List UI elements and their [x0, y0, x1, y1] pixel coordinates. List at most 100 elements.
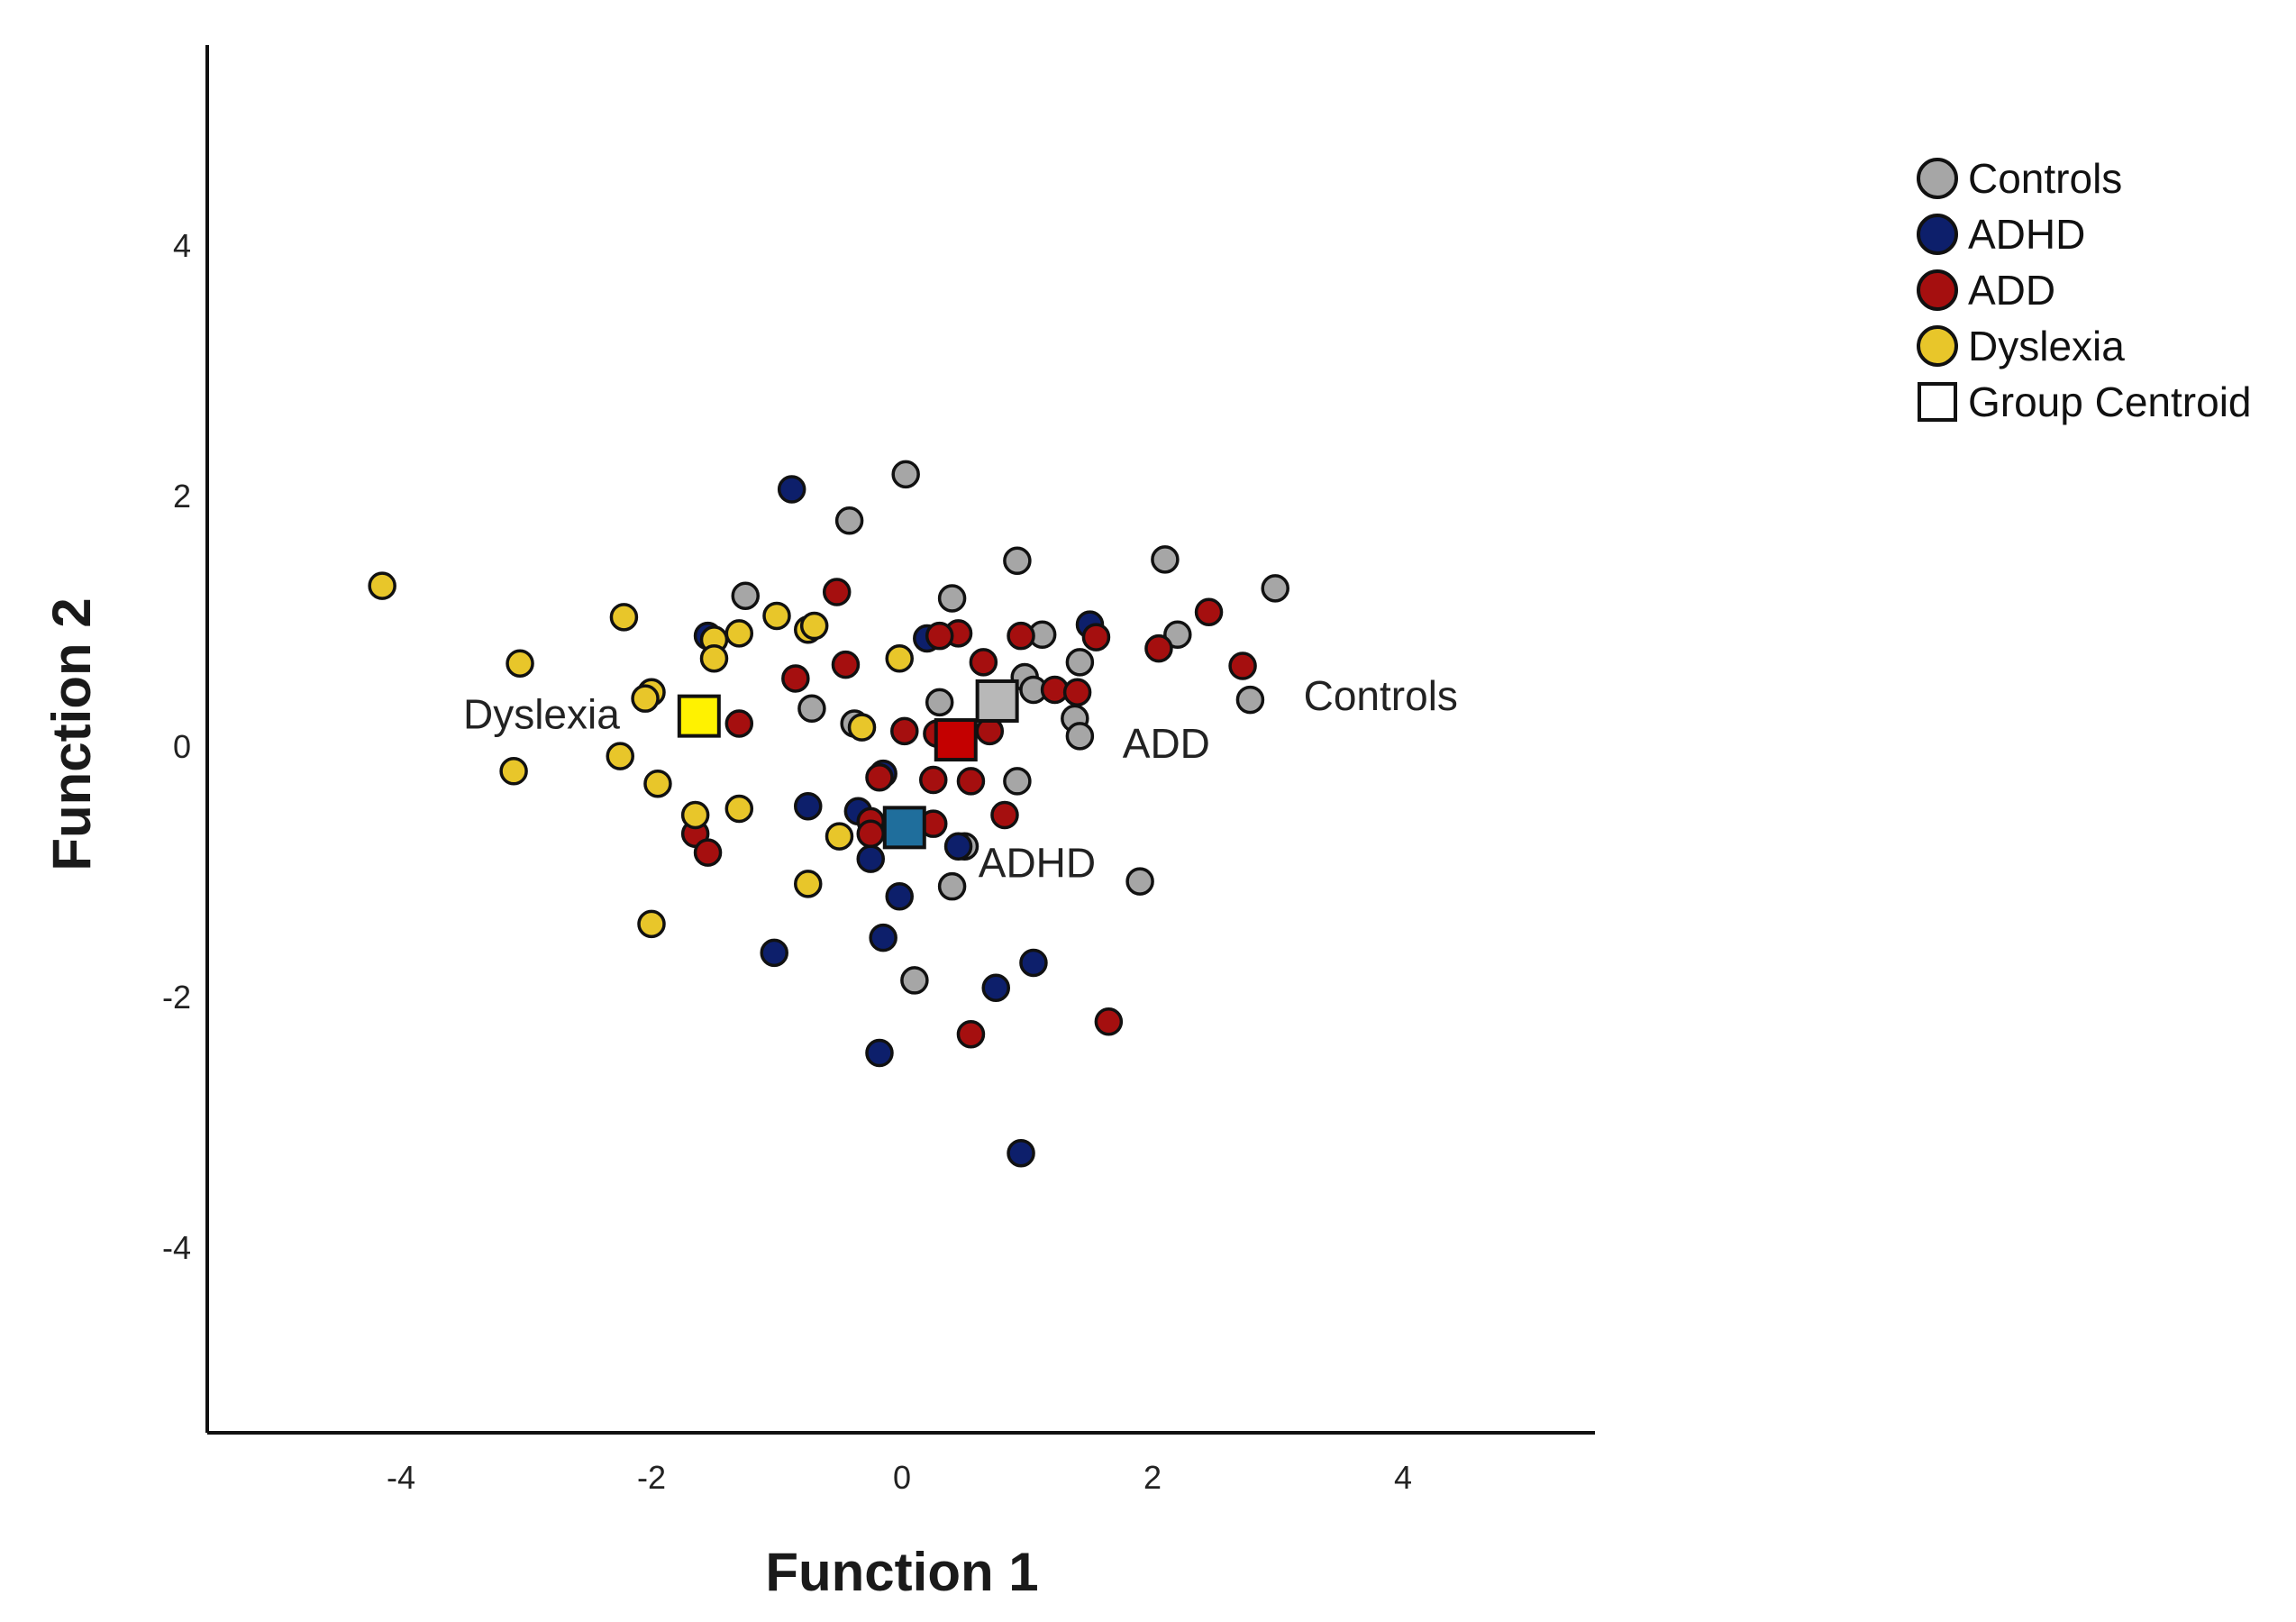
- centroid-add: [934, 718, 978, 762]
- x-tick-label: 4: [1394, 1459, 1412, 1496]
- centroid-label-adhd: ADHD: [979, 839, 1096, 886]
- data-point-dyslexia: [799, 611, 829, 641]
- series-dyslexia: [368, 571, 914, 939]
- data-point-controls: [797, 694, 826, 724]
- data-point-add: [693, 838, 723, 867]
- data-point-controls: [937, 871, 967, 901]
- legend-item: Controls: [1917, 155, 2122, 202]
- centroid-dyslexia: [677, 694, 721, 738]
- data-point-add: [822, 578, 852, 606]
- data-point-add: [1094, 1007, 1124, 1036]
- data-point-add: [1062, 678, 1092, 706]
- data-point-dyslexia: [499, 757, 528, 786]
- data-point-dyslexia: [724, 619, 754, 648]
- data-point-controls: [925, 688, 954, 717]
- data-point-controls: [1151, 545, 1180, 574]
- data-point-controls: [1065, 648, 1095, 677]
- data-point-adhd: [865, 1038, 894, 1068]
- data-point-add: [969, 648, 998, 677]
- data-point-dyslexia: [825, 822, 854, 851]
- data-point-adhd: [943, 832, 973, 861]
- legend-marker-circle: [1917, 158, 1958, 199]
- data-point-adhd: [856, 844, 885, 873]
- centroid-label-controls: Controls: [1304, 672, 1458, 719]
- data-point-dyslexia: [631, 684, 660, 713]
- legend-label: ADHD: [1968, 211, 2085, 258]
- data-point-add: [925, 621, 954, 651]
- x-tick-label: -4: [387, 1459, 415, 1496]
- data-point-dyslexia: [724, 794, 754, 824]
- data-point-add: [956, 767, 986, 796]
- data-point-add: [919, 765, 948, 795]
- legend: Controls ADHD ADD Dyslexia Group Centroid: [1917, 155, 2252, 425]
- data-point-dyslexia: [762, 601, 791, 631]
- data-point-add: [1007, 621, 1035, 651]
- x-axis-title: Function 1: [765, 1542, 1038, 1602]
- data-point-add: [865, 763, 894, 792]
- legend-item: Group Centroid: [1918, 378, 2252, 425]
- data-point-add: [890, 716, 919, 746]
- data-point-controls: [937, 584, 967, 613]
- data-point-add: [724, 709, 754, 738]
- centroid-label-add: ADD: [1123, 720, 1210, 767]
- data-point-dyslexia: [885, 643, 914, 673]
- data-point-add: [990, 800, 1019, 830]
- data-point-dyslexia: [637, 909, 666, 939]
- data-point-add: [956, 1019, 986, 1049]
- data-point-add: [831, 650, 861, 679]
- legend-label: ADD: [1968, 267, 2055, 314]
- x-tick-label: -2: [637, 1459, 666, 1496]
- y-tick-label: 2: [173, 478, 191, 515]
- series-add: [680, 578, 1257, 1049]
- legend-label: Group Centroid: [1968, 378, 2252, 425]
- data-point-dyslexia: [680, 800, 710, 830]
- data-point-add: [781, 664, 810, 693]
- data-point-dyslexia: [606, 742, 634, 770]
- data-point-controls: [1163, 620, 1192, 650]
- legend-label: Controls: [1968, 155, 2122, 202]
- data-point-adhd: [794, 791, 823, 821]
- data-point-adhd: [777, 475, 806, 504]
- legend-marker-circle: [1917, 269, 1958, 311]
- x-tick-labels: -4 -2 0 2 4: [387, 1459, 1412, 1496]
- group-centroids: Dyslexia Controls ADD ADHD: [463, 672, 1458, 886]
- data-point-dyslexia: [506, 649, 534, 679]
- y-tick-label: -4: [162, 1229, 191, 1266]
- legend-label: Dyslexia: [1968, 323, 2125, 369]
- data-point-controls: [1125, 867, 1154, 896]
- data-point-controls: [1003, 546, 1032, 576]
- data-point-controls: [731, 581, 760, 610]
- plot-area: -4 -2 0 2 4 4 2 0 -2 -4 Dyslexia Controls ADD ADHD: [162, 45, 1595, 1496]
- y-tick-labels: 4 2 0 -2 -4: [162, 227, 191, 1266]
- y-axis-title: Function 2: [41, 597, 102, 870]
- data-point-adhd: [885, 882, 914, 911]
- data-point-controls: [1065, 722, 1095, 751]
- data-point-adhd: [1019, 948, 1048, 978]
- data-point-add: [1081, 623, 1111, 652]
- data-point-add: [1194, 597, 1224, 627]
- legend-marker-circle: [1917, 214, 1958, 255]
- x-tick-label: 2: [1143, 1459, 1162, 1496]
- data-point-add: [1144, 633, 1173, 663]
- data-point-controls: [1235, 685, 1265, 715]
- centroid-adhd: [882, 806, 926, 850]
- y-tick-label: 4: [173, 227, 191, 264]
- y-tick-label: 0: [173, 728, 191, 765]
- data-point-dyslexia: [609, 603, 639, 632]
- data-point-adhd: [981, 973, 1010, 1003]
- data-point-controls: [900, 966, 929, 995]
- y-tick-label: -2: [162, 979, 191, 1016]
- legend-marker-square: [1918, 382, 1957, 422]
- data-point-controls: [1003, 767, 1032, 796]
- data-points: [368, 460, 1289, 1168]
- legend-marker-circle: [1917, 325, 1958, 367]
- data-point-dyslexia: [643, 769, 672, 798]
- centroid-controls: [975, 679, 1019, 723]
- data-point-dyslexia: [699, 643, 729, 673]
- data-point-controls: [891, 460, 920, 489]
- data-point-adhd: [1007, 1139, 1035, 1168]
- data-point-dyslexia: [847, 713, 877, 742]
- data-point-controls: [834, 506, 864, 535]
- legend-item: ADHD: [1917, 211, 2085, 258]
